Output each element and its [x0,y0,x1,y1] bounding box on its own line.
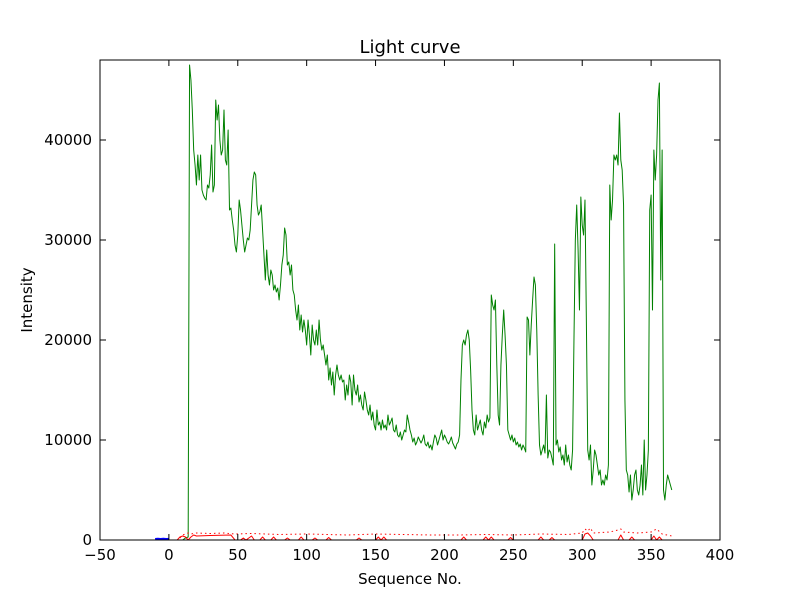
ticks-layer: −50 0 50 100 150 200 250 300 350 4000100002000030… [44,60,734,564]
series-layer [155,64,673,540]
x-tick-label: 200 [430,546,459,564]
x-tick-label: 0 [164,546,174,564]
y-tick-label: 10000 [44,431,92,449]
plot-area [100,60,720,540]
plot-frame [99,59,721,541]
y-axis-title: Intensity [18,267,36,332]
x-tick-label: 400 [706,546,735,564]
x-tick-label: 250 [499,546,528,564]
x-tick-label: 350 [637,546,666,564]
x-tick-label: 50 [228,546,247,564]
series-line-0 [182,64,673,540]
y-tick-label: 0 [82,531,92,549]
y-tick-label: 40000 [44,131,92,149]
x-tick-label: 300 [568,546,597,564]
chart-title: Light curve [359,37,460,58]
x-tick-label: −50 [84,546,116,564]
x-tick-label: 150 [361,546,390,564]
series-line-1 [176,532,672,540]
y-tick-label: 30000 [44,231,92,249]
y-tick-label: 20000 [44,331,92,349]
x-tick-label: 100 [292,546,321,564]
x-axis-title: Sequence No. [358,570,462,588]
